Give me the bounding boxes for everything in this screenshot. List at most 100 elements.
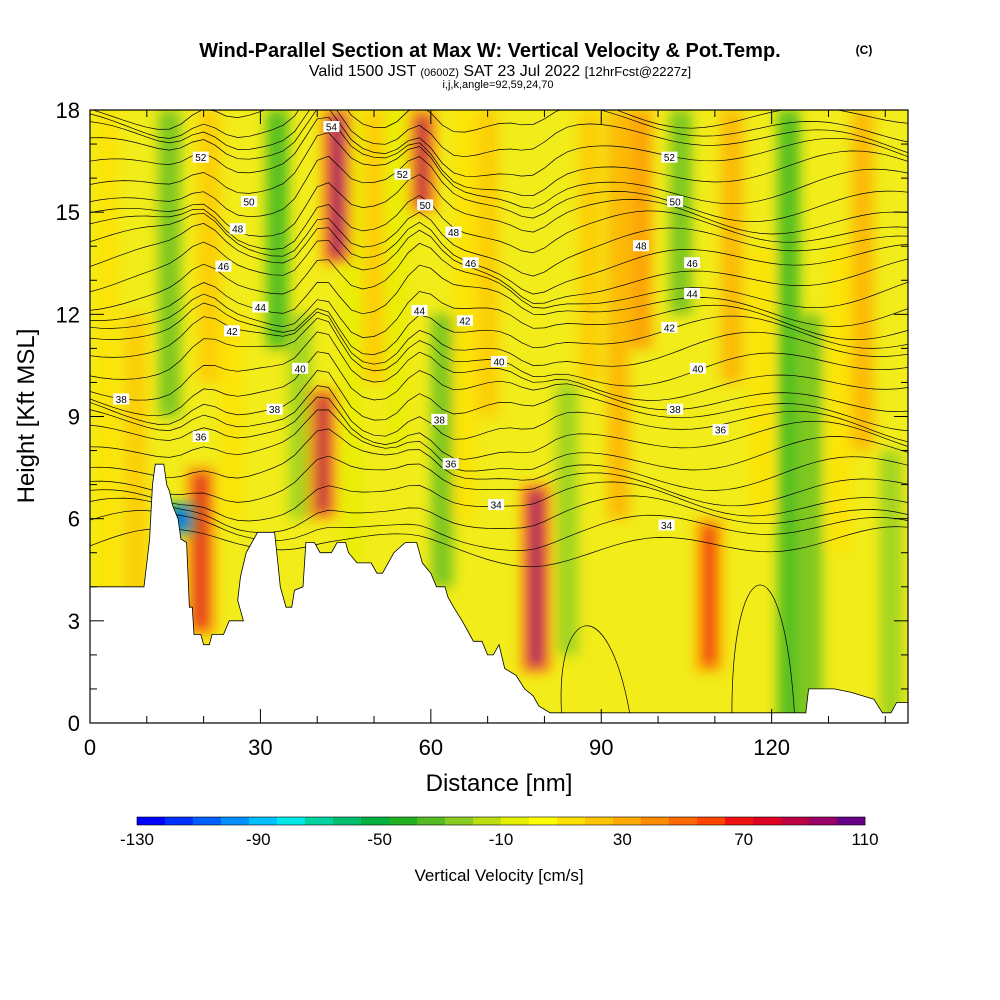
plot-area: 52 50 48 46 44 42 40 38 38 36 54 52 50 48 46 44 42 40 38 36…	[90, 110, 908, 723]
isentrope-label: 40	[491, 356, 507, 369]
isentrope-label-text: 48	[232, 225, 244, 236]
isentrope-label-text: 36	[715, 426, 727, 437]
colorbar-frame	[136, 816, 866, 826]
colorbar-swatch	[305, 817, 334, 825]
isentrope-label-text: 36	[195, 432, 207, 443]
colorbar-swatch	[697, 817, 726, 825]
isentrope-line	[90, 229, 908, 304]
updraft-core	[416, 116, 429, 207]
isentrope-line	[90, 385, 908, 443]
field-band	[607, 110, 630, 519]
isentrope-line	[90, 311, 908, 367]
x-tick-label: 90	[589, 735, 613, 760]
x-axis-ticks: 0 30 60 90 120	[84, 110, 886, 760]
isentrope-label: 34	[488, 499, 505, 512]
isentrope-label-box	[684, 257, 701, 269]
colorbar-swatch	[557, 817, 586, 825]
isentrope-line	[90, 428, 908, 491]
isentrope-line	[90, 510, 908, 551]
colorbar-swatch	[809, 817, 838, 825]
isentrope-line	[90, 211, 908, 277]
isentrope-label-text: 48	[635, 242, 647, 253]
isentrope-line	[90, 302, 908, 355]
y-tick-label: 9	[68, 405, 80, 430]
field-band	[453, 110, 476, 519]
colorbar-swatch	[221, 817, 250, 825]
isentrope-label: 50	[667, 195, 684, 208]
isentrope-label: 44	[411, 304, 428, 317]
colorbar-swatch	[753, 817, 782, 825]
isentrope-label-box	[229, 223, 246, 235]
isentrope-label-text: 50	[420, 201, 432, 212]
isentrope-label-text: 46	[465, 259, 477, 270]
isentrope-label-text: 38	[269, 405, 281, 416]
isentrope-label-text: 44	[414, 306, 426, 317]
x-axis-label: Distance [nm]	[426, 770, 573, 797]
isentrope-line	[90, 409, 908, 472]
isentrope-line	[90, 155, 908, 223]
colorbar-tick-label: -90	[246, 830, 271, 849]
updraft-core	[194, 473, 207, 629]
isentrope-line	[90, 526, 908, 568]
y-tick-label: 12	[56, 302, 80, 327]
isentrope-label-text: 42	[664, 323, 676, 334]
isentrope-label-text: 44	[687, 289, 699, 300]
colorbar-swatch	[613, 817, 642, 825]
x-tick-label: 60	[419, 735, 443, 760]
isentrope-line	[90, 264, 908, 327]
isentrope-label-box	[488, 499, 505, 511]
isentrope-line	[90, 110, 908, 177]
field-band	[556, 382, 579, 655]
isentrope-label: 52	[661, 151, 678, 164]
chart-subtitle-indices: i,j,k,angle=92,59,24,70	[442, 79, 553, 91]
colorbar-swatch	[277, 817, 306, 825]
isentrope-label-box	[442, 458, 459, 470]
field-band	[385, 110, 408, 451]
isentrope-label: 50	[417, 199, 434, 212]
isentrope-label-text: 42	[226, 327, 238, 338]
isentrope-label: 38	[266, 403, 283, 416]
isentrope-label: 48	[633, 240, 650, 253]
y-tick-label: 18	[56, 98, 80, 123]
isentrope-label-box	[394, 168, 411, 180]
isentrope-label: 36	[442, 458, 459, 471]
field-band	[800, 314, 823, 723]
isentrope-label-box	[113, 393, 130, 405]
field-band	[289, 314, 312, 519]
colorbar-swatch	[837, 817, 866, 825]
field-band	[630, 110, 653, 349]
isentrope-label-box	[462, 257, 479, 269]
isentrope-label: 36	[712, 424, 729, 437]
y-tick-label: 3	[68, 609, 80, 634]
isentrope-line	[90, 291, 908, 340]
isentrope-label-text: 38	[434, 415, 446, 426]
isentrope-line	[90, 242, 908, 311]
isentrope-line	[90, 331, 908, 401]
isentrope-label: 54	[323, 121, 340, 134]
isentrope-label-box	[411, 304, 428, 316]
isentrope-label: 42	[224, 325, 241, 338]
colorbar-tick-label: 110	[851, 830, 878, 849]
field-band	[266, 110, 289, 349]
isentrope-label-text: 40	[493, 358, 505, 369]
colorbar-swatch	[529, 817, 558, 825]
isentrope-label-box	[292, 362, 309, 374]
colorbar-tick-label: -50	[367, 830, 392, 849]
field-band	[749, 246, 772, 519]
isentrope-label-box	[323, 121, 340, 133]
isentrope-line	[90, 351, 908, 417]
updraft-core	[316, 395, 329, 513]
isentrope-label-text: 44	[255, 303, 267, 314]
isentrope-label: 38	[431, 413, 448, 426]
isentrope-label: 50	[241, 195, 258, 208]
isentrope-label-box	[658, 519, 675, 531]
x-tick-label: 0	[84, 735, 96, 760]
isentrope-label-box	[456, 315, 473, 327]
isentrope-label-text: 52	[195, 153, 207, 164]
isentrope-labels: 52 50 48 46 44 42 40 38 38 36 54 52 50 48 46 44 42 40 38 36…	[113, 121, 729, 532]
isentrope-label: 52	[394, 168, 411, 181]
isentrope-line	[731, 584, 795, 713]
isentrope-label-box	[667, 403, 684, 415]
colorbar-swatch	[669, 817, 698, 825]
field-band	[221, 314, 244, 519]
